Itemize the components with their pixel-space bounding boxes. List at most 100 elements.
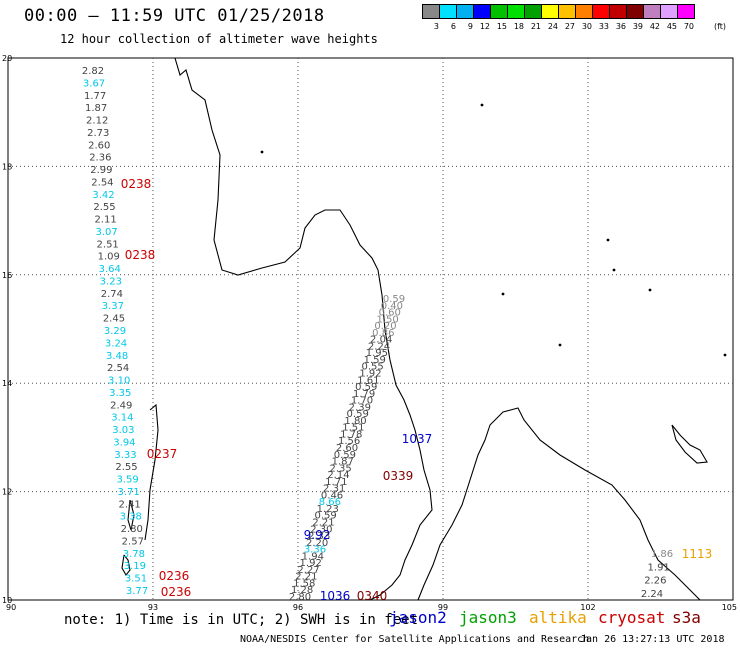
swh-value-left-track: 3.42: [92, 190, 114, 201]
swh-value-left-track: 1.77: [84, 91, 106, 102]
color-scale-label: 15: [496, 22, 507, 31]
swh-value-left-track: 3.23: [100, 276, 122, 287]
swh-value-left-track: 2.60: [88, 140, 110, 151]
island: [612, 268, 616, 272]
latitude-tick-label: 20: [2, 54, 12, 63]
island: [606, 238, 610, 242]
map-title: 00:00 — 11:59 UTC 01/25/2018: [24, 6, 325, 26]
color-scale-label: 45: [666, 22, 677, 31]
swh-value-right-track: 0.59: [355, 382, 377, 393]
swh-value-left-track: 3.67: [83, 78, 105, 89]
swh-value-left-track: 3.29: [104, 326, 126, 337]
pass-time-label: 1037: [402, 432, 433, 446]
swh-value-right-track: 3.36: [304, 545, 326, 556]
color-scale-label: 70: [683, 22, 694, 31]
swh-value-left-track: 2.99: [90, 165, 112, 176]
swh-value-right-track: 1.95: [366, 348, 388, 359]
swh-value-right-track: 0.60: [379, 308, 401, 319]
pass-time-label: 0340: [357, 589, 388, 603]
swh-value-right-track: 1.79: [353, 389, 375, 400]
swh-value-right-track: 2.39: [349, 402, 371, 413]
swh-value-right-track: 1.87: [332, 457, 354, 468]
swh-value-left-track: 2.80: [121, 524, 143, 535]
color-scale-label: 6: [450, 22, 456, 31]
swh-value-right-track: 1.92: [359, 369, 381, 380]
credit-text: NOAA/NESDIS Center for Satellite Applica…: [240, 634, 590, 645]
swh-value-right-track: 2.33: [308, 531, 330, 542]
swh-value-right-track: 2.24: [368, 341, 390, 352]
swh-value-right-track: 0.55: [362, 362, 384, 373]
swh-value-right-track: 0.59: [334, 450, 356, 461]
swh-value-right-track: 0.46: [321, 490, 343, 501]
swh-value-left-track: 3.03: [112, 425, 134, 436]
longitude-tick-label: 90: [6, 603, 16, 612]
swh-value-left-track: 2.57: [122, 536, 144, 547]
swh-value-right-track: 1.50: [376, 314, 398, 325]
swh-value-right-track: 1.61: [357, 375, 379, 386]
swh-value-right-track: 1.71: [325, 477, 347, 488]
mission-label-jason2: jason2: [389, 608, 447, 627]
swh-value-left-track: 3.10: [108, 376, 130, 387]
generation-timestamp: Jan 26 13:27:13 UTC 2018: [580, 634, 725, 645]
mission-label-s3a: s3a: [672, 608, 701, 627]
island: [501, 292, 505, 296]
longitude-tick-label: 99: [438, 603, 448, 612]
swh-value-left-track: 3.14: [111, 413, 133, 424]
swh-value-east-track: 2.24: [641, 589, 663, 600]
color-scale-label: 30: [581, 22, 592, 31]
swh-value-right-track: 2.21: [295, 572, 317, 583]
swh-value-right-track: 0.59: [383, 294, 405, 305]
swh-value-left-track: 1.87: [85, 103, 107, 114]
coastline: [417, 407, 701, 601]
swh-value-right-track: 1.94: [302, 551, 324, 562]
swh-value-left-track: 3.33: [114, 450, 136, 461]
swh-value-left-track: 1.09: [98, 252, 120, 263]
swh-value-left-track: 2.36: [89, 153, 111, 164]
latitude-tick-label: 16: [2, 271, 12, 280]
swh-value-left-track: 2.54: [91, 177, 113, 188]
swh-value-left-track: 3.24: [105, 338, 127, 349]
color-scale: [422, 4, 695, 19]
color-scale-label: 27: [564, 22, 575, 31]
swh-value-right-track: 2.27: [297, 565, 319, 576]
longitude-tick-label: 96: [293, 603, 303, 612]
swh-value-right-track: 2.21: [312, 518, 334, 529]
latitude-tick-label: 18: [2, 162, 12, 171]
pass-time-label: 1036: [320, 589, 351, 603]
swh-value-right-track: 2.31: [323, 484, 345, 495]
swh-value-left-track: 2.55: [93, 202, 115, 213]
island: [480, 103, 484, 107]
pass-time-label: 0339: [383, 469, 414, 483]
swh-value-right-track: 1.59: [364, 355, 386, 366]
swh-value-left-track: 3.38: [120, 512, 142, 523]
swh-value-right-track: 1.28: [291, 585, 313, 596]
color-scale-label: 33: [598, 22, 609, 31]
swh-value-right-track: 1.51: [342, 423, 364, 434]
color-scale-label: 24: [547, 22, 558, 31]
swh-value-right-track: 2.30: [310, 524, 332, 535]
color-scale-labels: 3 6 9 12 15 18 21 24 27 30 33 36 39 42 45 70: [422, 22, 694, 31]
color-scale-label: 12: [479, 22, 490, 31]
color-scale-unit: (ft): [714, 22, 727, 31]
swh-value-right-track: 2.35: [329, 463, 351, 474]
swh-value-left-track: 2.49: [110, 400, 132, 411]
pass-time-label: 0238: [125, 248, 156, 262]
longitude-tick-label: 102: [580, 603, 595, 612]
swh-value-left-track: 2.82: [82, 66, 104, 77]
latitude-tick-label: 10: [2, 596, 12, 605]
pass-time-label: 1113: [682, 547, 713, 561]
swh-value-right-track: 2.04: [370, 335, 392, 346]
coastline: [174, 57, 433, 601]
swh-value-left-track: 3.48: [106, 351, 128, 362]
swh-value-left-track: 3.94: [113, 437, 135, 448]
pass-time-label: 9.92: [304, 528, 331, 542]
swh-value-left-track: 3.59: [116, 475, 138, 486]
coastline: [127, 499, 135, 531]
swh-value-right-track: 1.70: [351, 396, 373, 407]
swh-value-right-track: 8.66: [319, 497, 341, 508]
mission-label-cryosat: cryosat: [598, 608, 666, 627]
swh-value-east-track: 1.86: [651, 549, 673, 560]
footer-note: note: 1) Time is in UTC; 2) SWH is in fe…: [64, 612, 419, 628]
swh-value-right-track: 0.40: [381, 301, 403, 312]
swh-value-left-track: 2.12: [86, 116, 108, 127]
